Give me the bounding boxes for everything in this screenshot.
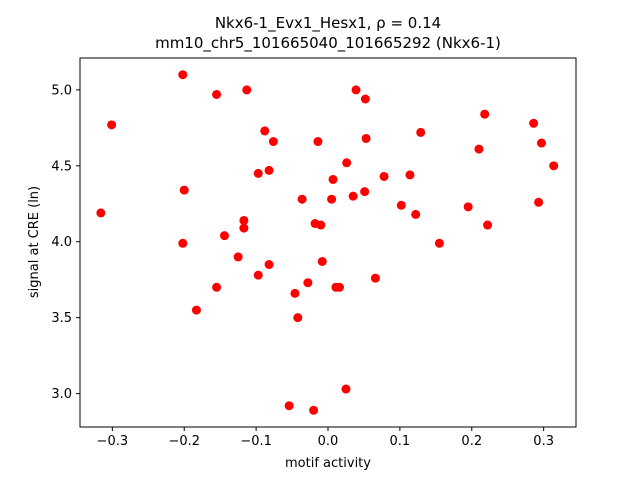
data-point: [303, 278, 313, 288]
data-point: [191, 305, 201, 315]
data-point: [379, 171, 389, 181]
data-point: [416, 127, 426, 137]
plot-frame: [79, 57, 577, 428]
data-point: [317, 256, 327, 266]
x-tick-label: 0.1: [390, 434, 411, 449]
data-point: [411, 209, 421, 219]
data-point: [309, 405, 319, 415]
data-point: [264, 260, 274, 270]
x-axis-label: motif activity: [285, 456, 371, 471]
chart-title-line-2: mm10_chr5_101665040_101665292 (Nkx6-1): [155, 34, 501, 53]
data-point: [107, 120, 117, 130]
data-point: [268, 137, 278, 147]
x-tick-label: 0.0: [318, 434, 339, 449]
data-point: [463, 202, 473, 212]
data-point: [536, 138, 546, 148]
data-point: [313, 137, 323, 147]
data-point: [549, 161, 559, 171]
y-tick-label: 3.5: [51, 311, 72, 326]
y-tick-label: 5.0: [51, 83, 72, 98]
data-point: [293, 313, 303, 323]
data-point: [396, 200, 406, 210]
data-point: [179, 185, 189, 195]
data-point: [260, 126, 270, 136]
data-point: [297, 194, 307, 204]
data-point: [239, 223, 249, 233]
data-point: [480, 109, 490, 119]
data-point: [474, 144, 484, 154]
x-axis-ticks: −0.3 −0.2 −0.1 0.0 0.1 0.2 0.3: [97, 427, 554, 449]
y-tick-label: 3.0: [51, 387, 72, 402]
data-point: [348, 191, 358, 201]
data-point: [342, 158, 352, 168]
data-point: [284, 401, 294, 411]
y-tick-label: 4.5: [51, 159, 72, 174]
x-tick-label: −0.3: [97, 434, 129, 449]
data-point: [253, 270, 263, 280]
data-point: [335, 282, 345, 292]
data-point: [370, 273, 380, 283]
data-point: [529, 118, 539, 128]
x-tick-label: −0.1: [240, 434, 272, 449]
y-tick-label: 4.0: [51, 235, 72, 250]
data-point: [351, 85, 361, 95]
data-point: [178, 70, 188, 80]
data-point: [361, 133, 371, 143]
x-tick-label: 0.2: [461, 434, 482, 449]
data-point: [360, 94, 370, 104]
data-point: [233, 252, 243, 262]
data-point: [242, 85, 252, 95]
data-point: [405, 170, 415, 180]
x-tick-label: −0.2: [168, 434, 200, 449]
data-point: [178, 238, 188, 248]
data-point: [341, 384, 351, 394]
data-point: [327, 194, 337, 204]
data-point: [239, 215, 249, 225]
data-point: [483, 220, 493, 230]
plot-area: [80, 58, 576, 427]
data-point: [264, 165, 274, 175]
data-point: [219, 231, 229, 241]
data-point: [328, 174, 338, 184]
scatter-points: [96, 70, 559, 415]
data-point: [360, 187, 370, 197]
x-tick-label: 0.3: [533, 434, 554, 449]
y-axis-ticks: 3.0 3.5 4.0 4.5 5.0: [51, 83, 80, 402]
data-point: [290, 288, 300, 298]
data-point: [96, 208, 106, 218]
y-axis-label: signal at CRE (ln): [27, 186, 42, 298]
data-point: [316, 220, 326, 230]
chart-title-line-1: Nkx6-1_Evx1_Hesx1, ρ = 0.14: [215, 14, 441, 33]
data-point: [434, 238, 444, 248]
data-point: [212, 89, 222, 99]
data-point: [534, 197, 544, 207]
data-point: [212, 282, 222, 292]
data-point: [253, 168, 263, 178]
